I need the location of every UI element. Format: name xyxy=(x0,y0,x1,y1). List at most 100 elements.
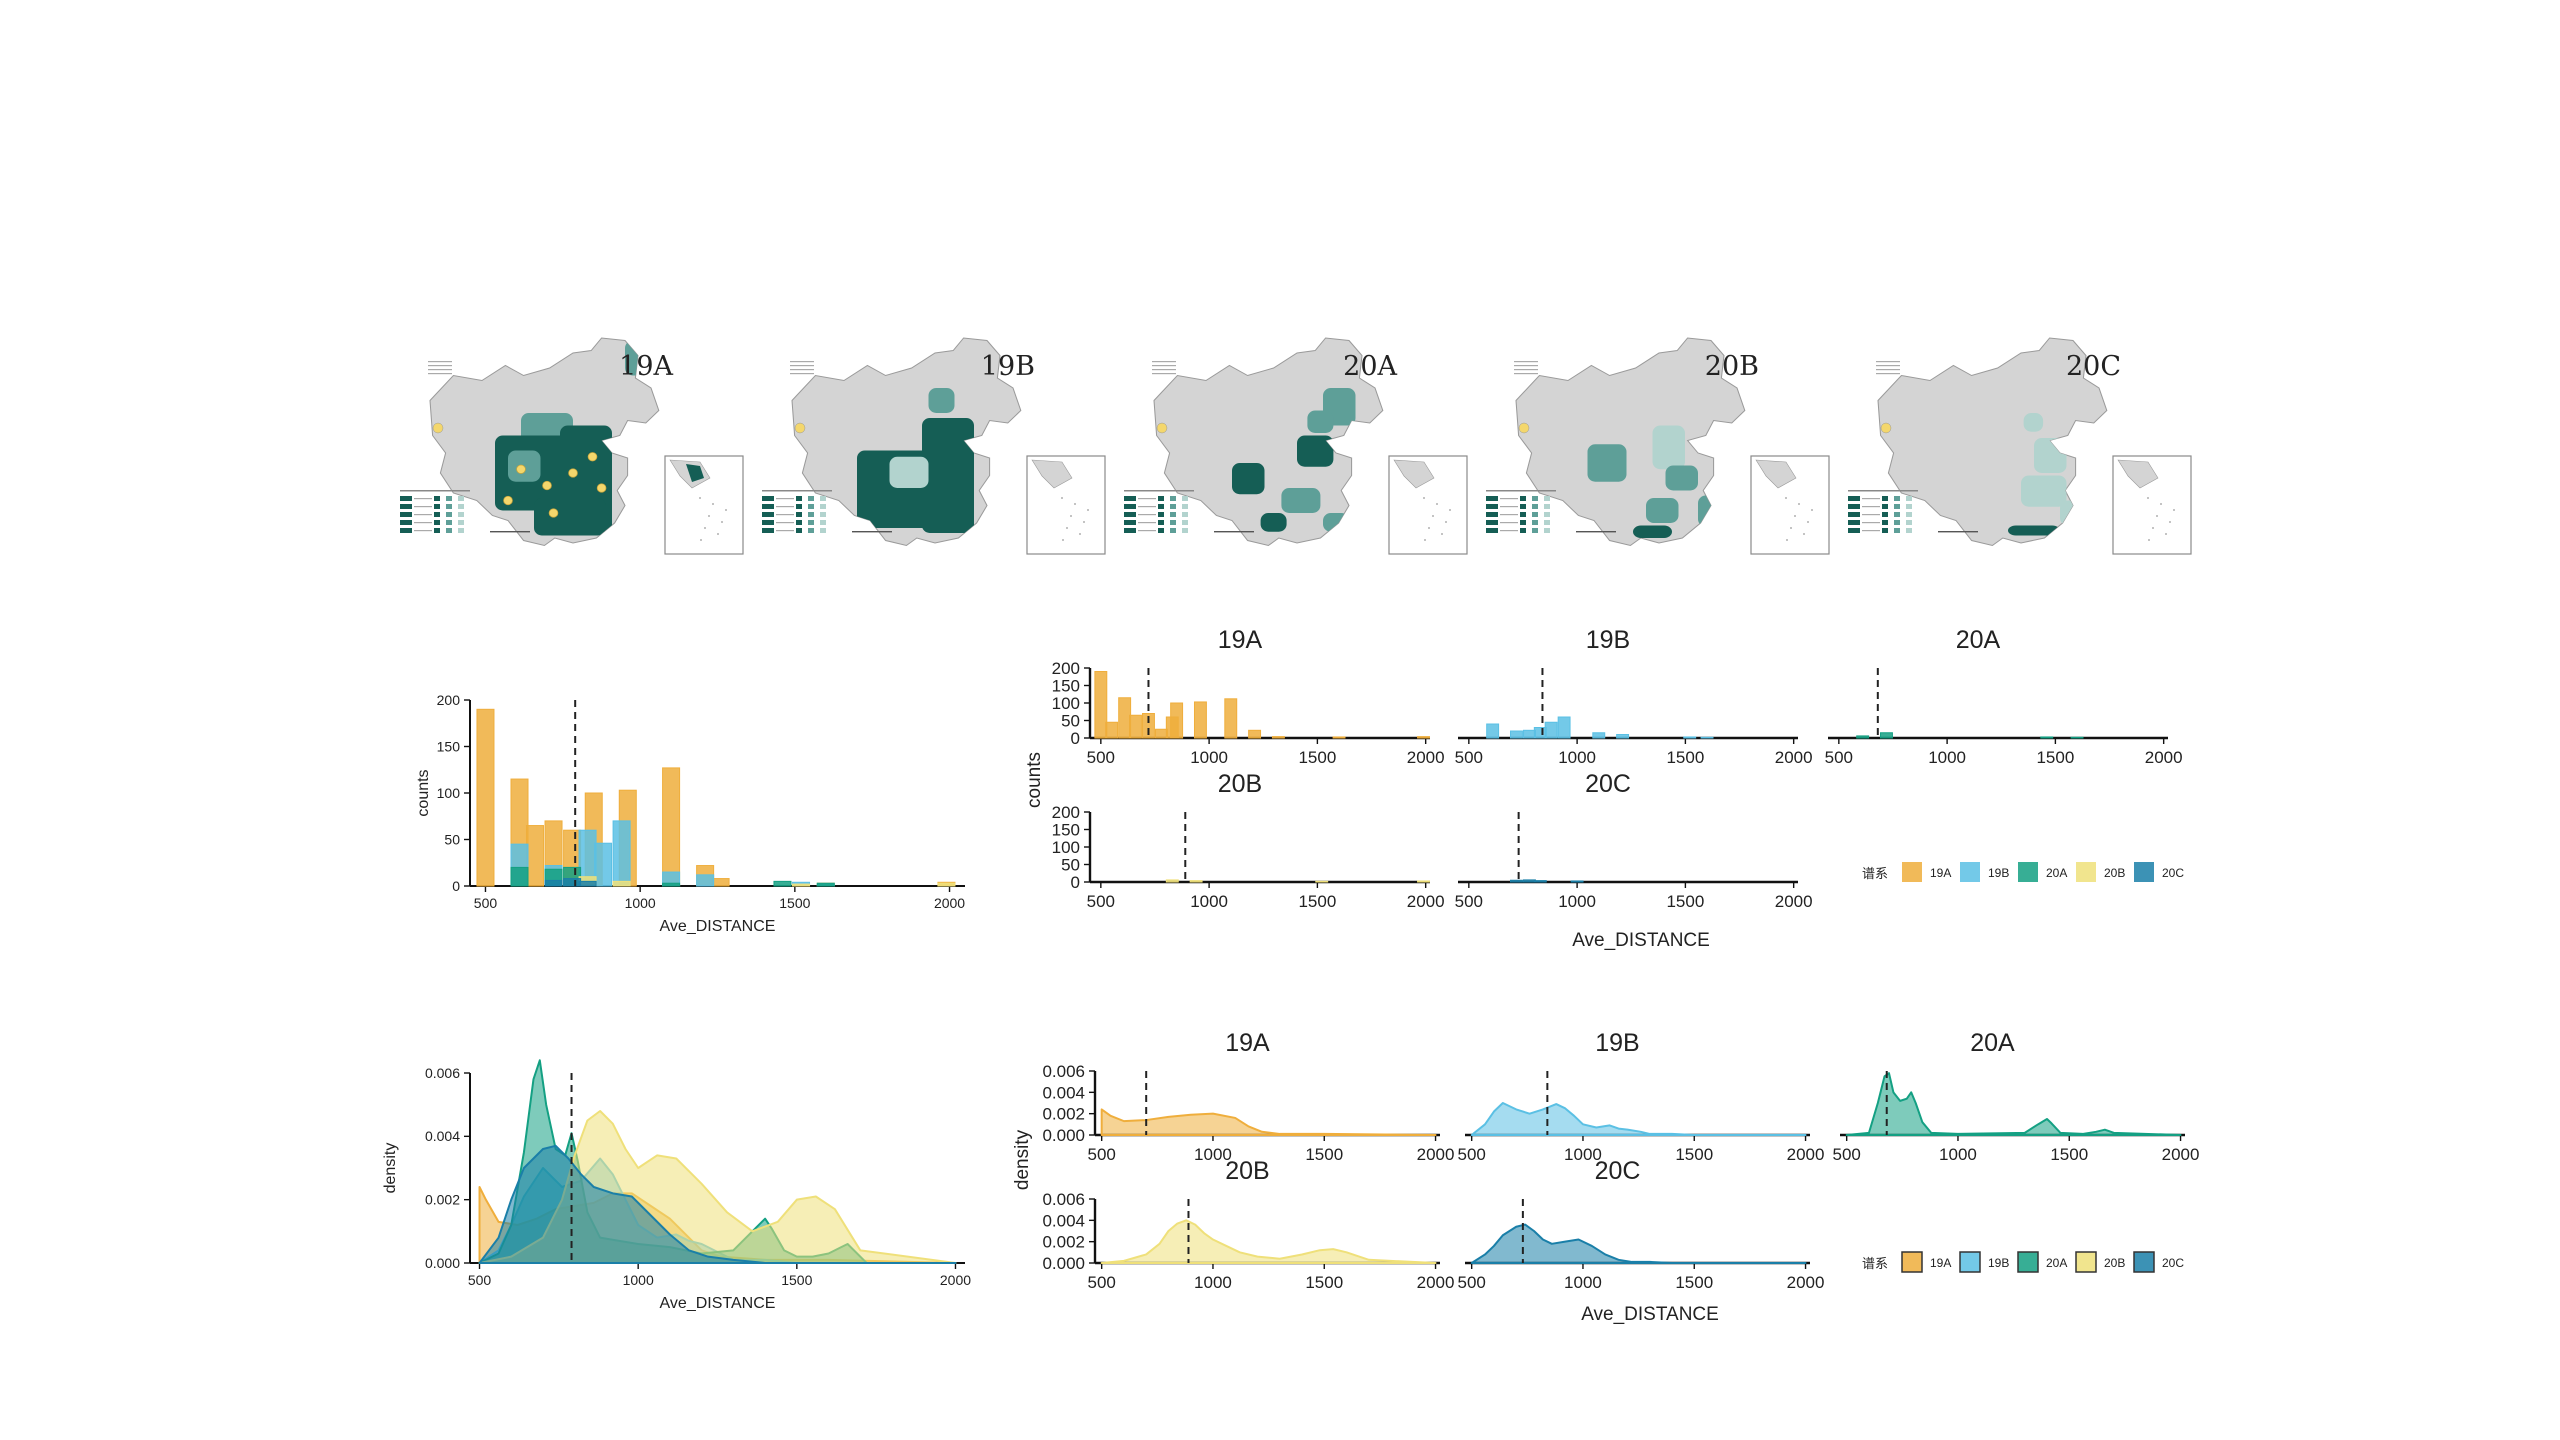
island-dot xyxy=(1786,539,1788,541)
x-axis-label: Ave_DISTANCE xyxy=(1581,1304,1719,1325)
island-dot xyxy=(1803,533,1805,535)
island-dot xyxy=(1424,539,1426,541)
legend-swatch xyxy=(434,528,440,533)
legend-label: 20B xyxy=(2104,866,2125,880)
legend-swatch xyxy=(1158,512,1164,517)
legend-text-line xyxy=(1152,369,1176,371)
histogram-bar xyxy=(2070,736,2084,739)
legend-swatch xyxy=(1182,496,1188,501)
island-dot xyxy=(704,527,706,529)
x-tick-label: 500 xyxy=(1457,1145,1485,1164)
legend-swatch xyxy=(1124,496,1136,501)
legend-text-line xyxy=(1862,498,1880,500)
legend-swatch xyxy=(808,512,814,517)
x-tick-label: 1500 xyxy=(1675,1145,1713,1164)
province-region xyxy=(1307,410,1334,433)
legend-text-line xyxy=(1514,373,1538,375)
legend-swatch xyxy=(1532,496,1538,501)
island-dot xyxy=(2152,527,2154,529)
legend-text-line xyxy=(1152,373,1176,375)
facet-title: 20B xyxy=(1218,770,1262,798)
legend-text-line xyxy=(790,369,814,371)
x-tick-label: 500 xyxy=(1087,1273,1115,1292)
facet-19A: 500 1000 1500 2000 0.000 0.002 0.004 0.006 19A xyxy=(1042,1029,1454,1164)
y-tick-label: 200 xyxy=(1052,659,1080,678)
histogram-bar xyxy=(525,825,544,887)
legend-swatch xyxy=(1170,520,1176,525)
facet-20B: 500 1000 1500 2000 0.000 0.002 0.004 0.006 20B xyxy=(1042,1157,1454,1292)
x-tick-label: 500 xyxy=(1455,748,1483,767)
island-dot xyxy=(1798,503,1800,505)
legend-text-line xyxy=(414,514,432,516)
x-tick-label: 1500 xyxy=(1666,892,1704,911)
province-region xyxy=(2060,500,2080,526)
legend-swatch xyxy=(1532,528,1538,533)
histogram-bar xyxy=(1510,879,1523,883)
island-dot xyxy=(1785,497,1787,499)
y-tick-label: 0 xyxy=(1071,729,1080,748)
x-tick-label: 500 xyxy=(1825,748,1853,767)
legend-swatch xyxy=(400,520,412,525)
island-dot xyxy=(2165,533,2167,535)
map-panel-20A: 20A xyxy=(1124,337,1468,555)
x-tick-label: 2000 xyxy=(1417,1273,1455,1292)
histogram-bar xyxy=(1510,730,1523,739)
faceted-density-plots: 500 1000 1500 20000.0000.0020.0040.00619A50… xyxy=(1012,1029,2199,1325)
legend-swatch xyxy=(796,496,802,501)
y-tick-label: 100 xyxy=(1052,838,1080,857)
y-axis-label: counts xyxy=(415,769,432,816)
legend-heading-line xyxy=(400,490,470,492)
legend-swatch xyxy=(1170,528,1176,533)
legend-swatch xyxy=(1906,520,1912,525)
x-tick-label: 500 xyxy=(474,895,498,911)
island-dot xyxy=(1070,515,1072,517)
y-tick-label: 0.004 xyxy=(1042,1083,1085,1102)
x-tick-label: 1000 xyxy=(1194,1145,1232,1164)
legend-swatch xyxy=(820,496,826,501)
legend-text-line xyxy=(1138,498,1156,500)
province-region xyxy=(889,456,929,488)
legend-label: 20C xyxy=(2162,866,2184,880)
inset-region xyxy=(686,464,704,482)
scale-bar xyxy=(1938,531,1978,533)
legend-heading-line xyxy=(1124,490,1194,492)
legend-text-line xyxy=(1514,365,1538,367)
province-fills xyxy=(1587,425,1718,538)
x-tick-label: 1500 xyxy=(1298,892,1336,911)
legend-swatch xyxy=(1170,496,1176,501)
x-tick-label: 2000 xyxy=(2162,1145,2200,1164)
legend-swatch xyxy=(1182,512,1188,517)
legend-swatch xyxy=(1520,512,1526,517)
x-tick-label: 2000 xyxy=(1775,748,1813,767)
legend-swatch xyxy=(1182,504,1188,509)
x-axis-label: Ave_DISTANCE xyxy=(660,1295,776,1312)
island-dot xyxy=(712,503,714,505)
histogram-bar xyxy=(1523,879,1536,883)
legend-text-line xyxy=(1876,361,1900,363)
x-tick-label: 2000 xyxy=(1775,892,1813,911)
legend-swatch xyxy=(400,512,412,517)
legend-title: 谱系 xyxy=(1862,1256,1888,1271)
legend-swatch xyxy=(796,528,802,533)
legend-swatch xyxy=(1158,520,1164,525)
province-region xyxy=(2021,475,2067,507)
legend-swatch xyxy=(458,520,464,525)
legend-text-line xyxy=(790,361,814,363)
legend-swatch xyxy=(1544,496,1550,501)
legend-swatch xyxy=(1848,504,1860,509)
legend-swatch xyxy=(1894,504,1900,509)
legend-dot xyxy=(794,422,806,434)
legend-swatch xyxy=(1124,520,1136,525)
x-tick-label: 1500 xyxy=(779,895,810,911)
y-tick-label: 0.002 xyxy=(1042,1105,1085,1124)
legend-text-line xyxy=(414,530,432,532)
histogram-bar xyxy=(1332,736,1346,739)
facet-20C: 500 1000 1500 2000 20C xyxy=(1455,770,1813,911)
legend-text-line xyxy=(1876,373,1900,375)
legend-swatch xyxy=(1486,512,1498,517)
legend-dot xyxy=(1518,422,1530,434)
legend-swatch xyxy=(1848,512,1860,517)
legend-swatch xyxy=(1520,528,1526,533)
histogram-bar xyxy=(1142,713,1155,739)
legend-swatch xyxy=(820,504,826,509)
